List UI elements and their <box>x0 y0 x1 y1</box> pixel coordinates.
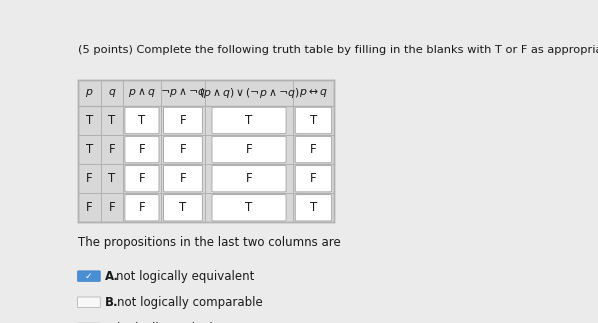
FancyBboxPatch shape <box>163 107 203 134</box>
Text: F: F <box>179 114 187 127</box>
FancyBboxPatch shape <box>78 271 100 281</box>
FancyBboxPatch shape <box>295 136 332 163</box>
Text: $\neg p \wedge \neg q$: $\neg p \wedge \neg q$ <box>160 86 206 99</box>
FancyBboxPatch shape <box>125 194 159 221</box>
Text: F: F <box>179 172 187 185</box>
Text: The propositions in the last two columns are: The propositions in the last two columns… <box>78 236 341 249</box>
Text: T: T <box>179 201 187 214</box>
FancyBboxPatch shape <box>212 165 286 192</box>
Text: ✓: ✓ <box>85 272 93 281</box>
FancyBboxPatch shape <box>125 107 159 134</box>
Text: T: T <box>245 114 252 127</box>
FancyBboxPatch shape <box>163 136 203 163</box>
Text: $p \wedge q$: $p \wedge q$ <box>128 86 155 99</box>
FancyBboxPatch shape <box>212 136 286 163</box>
Text: F: F <box>139 143 145 156</box>
Text: T: T <box>138 114 145 127</box>
Text: F: F <box>246 143 252 156</box>
Text: logically equivalent: logically equivalent <box>117 322 232 323</box>
Text: not logically equivalent: not logically equivalent <box>117 270 255 283</box>
Text: $q$: $q$ <box>108 87 116 99</box>
Text: F: F <box>310 172 317 185</box>
Text: F: F <box>310 143 317 156</box>
Text: F: F <box>246 172 252 185</box>
Text: not logically comparable: not logically comparable <box>117 296 263 309</box>
FancyBboxPatch shape <box>295 194 332 221</box>
Text: T: T <box>245 201 252 214</box>
FancyBboxPatch shape <box>78 297 100 307</box>
Text: F: F <box>139 201 145 214</box>
Text: (5 points) Complete the following truth table by filling in the blanks with T or: (5 points) Complete the following truth … <box>78 45 598 55</box>
Text: F: F <box>139 172 145 185</box>
Text: T: T <box>86 143 93 156</box>
Text: A.: A. <box>105 270 119 283</box>
Text: T: T <box>108 172 115 185</box>
Text: F: F <box>179 143 187 156</box>
Text: T: T <box>310 114 317 127</box>
FancyBboxPatch shape <box>212 107 286 134</box>
Text: T: T <box>108 114 115 127</box>
Text: T: T <box>310 201 317 214</box>
FancyBboxPatch shape <box>163 165 203 192</box>
FancyBboxPatch shape <box>125 136 159 163</box>
FancyBboxPatch shape <box>295 107 332 134</box>
Text: $p \leftrightarrow q$: $p \leftrightarrow q$ <box>299 87 328 99</box>
Text: T: T <box>86 114 93 127</box>
Text: F: F <box>108 143 115 156</box>
Text: F: F <box>108 201 115 214</box>
Text: F: F <box>86 172 93 185</box>
FancyBboxPatch shape <box>125 165 159 192</box>
Text: B.: B. <box>105 296 118 309</box>
FancyBboxPatch shape <box>212 194 286 221</box>
FancyBboxPatch shape <box>163 194 203 221</box>
Text: C.: C. <box>105 322 118 323</box>
FancyBboxPatch shape <box>295 165 332 192</box>
Text: $(p \wedge q) \vee (\neg p \wedge \neg q)$: $(p \wedge q) \vee (\neg p \wedge \neg q… <box>199 86 299 100</box>
Text: $p$: $p$ <box>86 87 94 99</box>
Text: F: F <box>86 201 93 214</box>
